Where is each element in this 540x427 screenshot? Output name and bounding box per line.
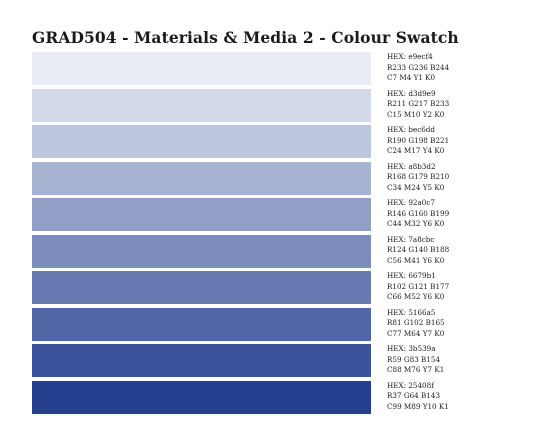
color-swatch (32, 161, 371, 195)
hex-value: HEX: 7a8cbc (387, 234, 435, 244)
cmyk-value: C56 M41 Y6 K0 (387, 255, 445, 265)
swatch-info: HEX: e9ecf4 R233 G236 B244 C7 M4 Y1 K0 (387, 52, 449, 84)
cmyk-value: C44 M32 Y6 K0 (387, 219, 445, 228)
swatch-info: HEX: 25408f R37 G64 B143 C99 M89 Y10 K1 (387, 381, 449, 413)
hex-value: HEX: 5166a5 (387, 307, 436, 317)
color-swatch (32, 198, 371, 231)
swatch-info: HEX: 92a0c7 R146 G160 B199 C44 M32 Y6 K0 (387, 198, 449, 230)
cmyk-value: C88 M76 Y7 K1 (387, 365, 445, 374)
page-title: GRAD504 - Materials & Media 2 - Colour S… (32, 28, 459, 47)
hex-value: HEX: 92a0c7 (387, 198, 435, 207)
hex-value: HEX: 6679b1 (387, 271, 436, 280)
swatch-info: HEX: d3d9e9 R211 G217 B233 C15 M10 Y2 K0 (387, 89, 449, 121)
hex-value: HEX: d3d9e9 (387, 88, 436, 98)
rgb-value: R211 G217 B233 (387, 99, 450, 108)
rgb-value: R102 G121 B177 (387, 281, 450, 291)
color-swatch (32, 52, 371, 85)
swatch-info: HEX: 6679b1 R102 G121 B177 C66 M52 Y6 K0 (387, 271, 449, 303)
swatch-row: HEX: 6679b1 R102 G121 B177 C66 M52 Y6 K0 (32, 271, 492, 308)
color-swatch (32, 271, 371, 304)
color-swatch (32, 234, 371, 268)
swatch-info: HEX: 5166a5 R81 G102 B165 C77 M64 Y7 K0 (387, 308, 445, 340)
color-swatch (32, 344, 371, 377)
swatch-row: HEX: 92a0c7 R146 G160 B199 C44 M32 Y6 K0 (32, 198, 492, 235)
hex-value: HEX: 25408f (387, 380, 434, 390)
swatch-row: HEX: e9ecf4 R233 G236 B244 C7 M4 Y1 K0 (32, 52, 492, 89)
color-swatch (32, 125, 371, 158)
cmyk-value: C34 M24 Y5 K0 (387, 182, 445, 192)
cmyk-value: C77 M64 Y7 K0 (387, 328, 445, 338)
swatch-row: HEX: 25408f R37 G64 B143 C99 M89 Y10 K1 (32, 380, 492, 418)
swatch-row: HEX: bec6dd R190 G198 B221 C24 M17 Y4 K0 (32, 125, 492, 162)
hex-value: HEX: a8b3d2 (387, 161, 436, 171)
cmyk-value: C7 M4 Y1 K0 (387, 73, 436, 82)
hex-value: HEX: 3b539a (387, 344, 436, 353)
swatch-info: HEX: bec6dd R190 G198 B221 C24 M17 Y4 K0 (387, 125, 449, 157)
swatch-info: HEX: 3b539a R59 G83 B154 C88 M76 Y7 K1 (387, 344, 444, 376)
rgb-value: R146 G160 B199 (387, 208, 450, 218)
cmyk-value: C66 M52 Y6 K0 (387, 292, 445, 301)
rgb-value: R81 G102 B165 (387, 318, 445, 327)
swatch-list: HEX: e9ecf4 R233 G236 B244 C7 M4 Y1 K0 H… (32, 52, 492, 417)
rgb-value: R233 G236 B244 (387, 62, 450, 72)
swatch-row: HEX: d3d9e9 R211 G217 B233 C15 M10 Y2 K0 (32, 88, 492, 126)
rgb-value: R59 G83 B154 (387, 354, 441, 364)
rgb-value: R124 G140 B188 (387, 245, 450, 254)
rgb-value: R37 G64 B143 (387, 391, 441, 400)
color-swatch (32, 380, 371, 414)
rgb-value: R190 G198 B221 (387, 135, 450, 145)
swatch-row: HEX: 7a8cbc R124 G140 B188 C56 M41 Y6 K0 (32, 234, 492, 272)
hex-value: HEX: e9ecf4 (387, 52, 433, 61)
cmyk-value: C24 M17 Y4 K0 (387, 146, 445, 155)
color-swatch (32, 307, 371, 341)
swatch-row: HEX: 3b539a R59 G83 B154 C88 M76 Y7 K1 (32, 344, 492, 381)
hex-value: HEX: bec6dd (387, 125, 435, 134)
swatch-info: HEX: a8b3d2 R168 G179 B210 C34 M24 Y5 K0 (387, 162, 449, 194)
rgb-value: R168 G179 B210 (387, 172, 450, 181)
swatch-info: HEX: 7a8cbc R124 G140 B188 C56 M41 Y6 K0 (387, 235, 449, 267)
cmyk-value: C15 M10 Y2 K0 (387, 109, 445, 119)
swatch-row: HEX: a8b3d2 R168 G179 B210 C34 M24 Y5 K0 (32, 161, 492, 199)
cmyk-value: C99 M89 Y10 K1 (387, 401, 449, 411)
color-swatch (32, 88, 371, 122)
swatch-row: HEX: 5166a5 R81 G102 B165 C77 M64 Y7 K0 (32, 307, 492, 345)
